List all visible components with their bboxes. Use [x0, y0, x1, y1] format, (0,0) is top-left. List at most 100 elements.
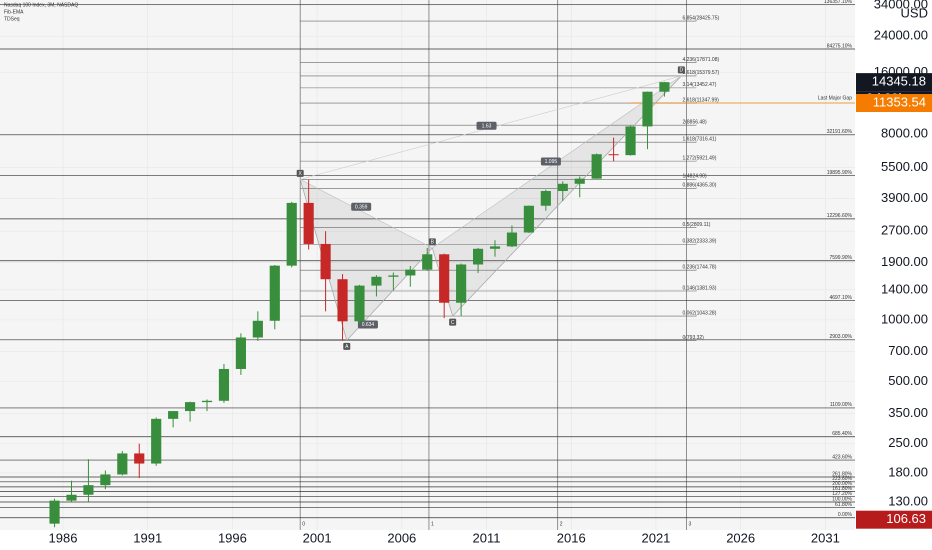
y-tick-label: 700.00 [888, 343, 928, 358]
fib-percent-label: 84275.10% [827, 43, 853, 49]
candle-body [337, 279, 348, 322]
price-tag-label: 14345.18 [872, 74, 926, 89]
y-tick-label: 130.00 [888, 493, 928, 508]
candle-body [168, 411, 179, 419]
fib-percent-label: 100.00% [832, 496, 852, 502]
ratio-box [476, 121, 497, 130]
candle-body [151, 418, 162, 464]
candle-body [371, 276, 382, 286]
ratio-label: 0.634 [362, 322, 375, 328]
candle-body [506, 232, 518, 247]
y-tick-label: 3900.00 [881, 190, 928, 205]
price-tag [856, 510, 932, 529]
candle-body [489, 246, 501, 249]
candle-body [540, 191, 551, 206]
x-tick-label: 2006 [387, 530, 416, 545]
ratio-label: 1.63 [482, 123, 492, 129]
fib-percent-label: 61.80% [835, 502, 853, 508]
fib-extension-label: 3.14(13452.47) [682, 82, 716, 88]
candle-body [405, 269, 416, 276]
x-tick-label: 1991 [133, 530, 162, 545]
pattern-point-label: C [451, 320, 455, 326]
fib-percent-label: 200.00% [832, 481, 852, 487]
x-tick-label: 2016 [557, 530, 586, 545]
pattern-line [300, 179, 433, 249]
pattern-point-box [677, 66, 685, 74]
fib-percent-label: 12296.60% [827, 213, 853, 219]
fib-percent-label: 7599.90% [829, 255, 852, 261]
candle-body [66, 494, 77, 501]
y-tick-label: 34000.00 [874, 0, 928, 12]
pattern-point-label: B [431, 240, 435, 246]
candle-body [456, 264, 467, 303]
pattern-point-box [449, 318, 457, 326]
pattern-point-box [343, 342, 351, 350]
pattern-fill [300, 179, 433, 341]
candle-body [591, 154, 602, 179]
candle-body [83, 485, 94, 495]
fib-extension-label: 0(793.32) [682, 335, 704, 341]
time-fib-label: 3 [688, 521, 691, 527]
price-tag [856, 94, 932, 113]
fib-extension-label: 0.886(4365.30) [682, 183, 716, 189]
x-tick-label: 2021 [641, 530, 670, 545]
fib-percent-label: 1109.00% [830, 402, 853, 408]
candle-body [235, 337, 246, 369]
fib-extension-label: 2(8856.48) [682, 120, 707, 126]
candle-body [218, 368, 230, 401]
fib-percent-label: 136357.10% [824, 0, 853, 5]
y-tick-label: 24000.00 [874, 28, 928, 43]
fib-percent-label: 127.20% [832, 491, 852, 497]
fib-percent-label: 223.60% [832, 476, 852, 482]
price-tag [856, 73, 932, 92]
price-tag-label: 11353.54 [873, 94, 926, 109]
candle-body [201, 400, 213, 403]
candle-body [286, 202, 297, 266]
fib-percent-label: 4697.10% [829, 295, 852, 301]
fib-layer: 0 1 2 3 136357.10% 84275.10% 32191.60% 19895.90… [0, 0, 855, 530]
y-tick-label: 2700.00 [881, 223, 928, 238]
y-tick-label: 500.00 [888, 373, 928, 388]
axis-layer: 130.00 180.00 250.00 350.00 500.00 700.00 1000… [49, 0, 932, 545]
candle-body [134, 453, 145, 464]
candle-body [100, 474, 111, 486]
candle-body [269, 265, 280, 321]
ratio-label: 0.359 [355, 204, 368, 210]
indicator-label: Fib-EMA [4, 9, 24, 15]
y-tick-label: 1900.00 [881, 254, 928, 269]
fib-extension-label: 6.854(28425.75) [682, 15, 719, 21]
y-tick-label: 250.00 [888, 435, 928, 450]
fib-percent-label: 0.00% [838, 512, 853, 518]
fib-extension-label: 3.618(15379.57) [682, 70, 719, 76]
candle-layer [49, 81, 670, 528]
y-tick-label: 180.00 [888, 464, 928, 479]
y-tick-label: 1400.00 [881, 281, 928, 296]
candle-body [574, 178, 585, 184]
candle-body [354, 285, 365, 322]
candle-body [642, 91, 653, 127]
fib-percent-label: 32191.60% [827, 129, 853, 135]
price-tag-label: 106.63 [886, 511, 926, 526]
currency-label: USD [901, 5, 928, 20]
candle-body [117, 453, 128, 475]
candle-body [422, 254, 433, 270]
x-tick-label: 1986 [49, 530, 78, 545]
candle-body [523, 205, 534, 233]
fib-extension-label: 0.146(1381.93) [682, 285, 716, 291]
time-fib-label: 1 [431, 521, 434, 527]
gap-label: Last Major Gap [818, 95, 852, 101]
x-tick-label: 2001 [303, 530, 332, 545]
fib-percent-label: 19895.90% [827, 170, 853, 176]
fib-percent-label: 423.60% [832, 454, 852, 460]
fib-extension-label: 2.618(11347.99) [682, 97, 719, 103]
fib-extension-label: 0.236(1744.78) [682, 265, 716, 271]
fib-extension-label: 1.272(5921.49) [682, 155, 716, 161]
candle-body [557, 183, 568, 192]
time-axis-background [0, 530, 855, 550]
fib-extension-label: 1(4824.90) [682, 174, 707, 180]
y-tick-label: 1000.00 [881, 311, 928, 326]
fib-percent-label: 261.80% [832, 471, 852, 477]
time-fib-label: 0 [302, 521, 305, 527]
candle-body [303, 202, 314, 244]
